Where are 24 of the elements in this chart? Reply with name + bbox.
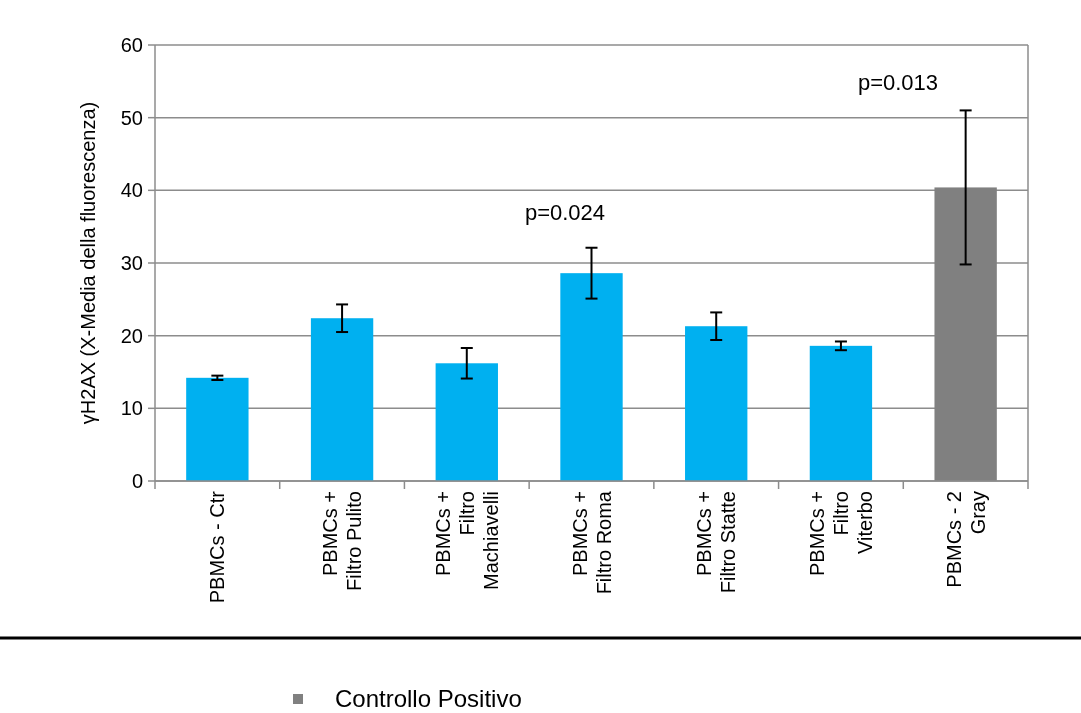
legend-label: Controllo Positivo (335, 685, 522, 713)
bar (435, 363, 498, 481)
x-tick-label: PBMCs - Ctr (206, 490, 229, 604)
y-axis-title: γH2AX (X-Media della fluorescenza) (77, 101, 99, 425)
x-tick-label: PBMCs + Filtro Statte (693, 491, 740, 594)
y-tick-label: 0 (131, 470, 143, 492)
bar (186, 377, 249, 481)
bar (310, 318, 374, 481)
y-tick-label: 60 (120, 34, 143, 56)
annotation: p=0.013 (857, 70, 939, 95)
x-tick-label: PBMCs + Filtro Roma (568, 490, 615, 595)
y-tick-label: 20 (120, 324, 143, 347)
bar (809, 345, 873, 481)
x-tick-label: PBMCs + Filtro Viterbo (805, 491, 876, 577)
x-tick-label: PBMCs - 2 Gray (942, 491, 989, 588)
x-tick-label: PBMCs + Filtro Pulito (319, 491, 366, 592)
annotation: p=0.024 (524, 200, 606, 225)
y-tick-label: 50 (120, 106, 143, 129)
bar (685, 326, 748, 481)
y-tick-label: 30 (120, 252, 143, 274)
bar (560, 273, 623, 481)
y-tick-label: 10 (120, 397, 143, 420)
x-tick-label: PBMCs + Filtro Machiavelli (431, 491, 502, 590)
y-tick-label: 40 (120, 179, 143, 202)
